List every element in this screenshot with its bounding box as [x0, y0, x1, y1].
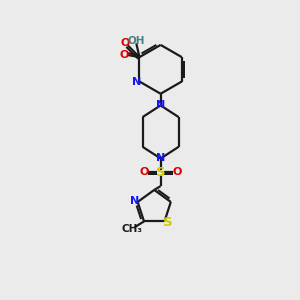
Text: OH: OH	[128, 36, 145, 46]
Text: O: O	[120, 50, 129, 60]
Text: N: N	[156, 154, 165, 164]
Text: S: S	[156, 166, 165, 179]
Text: O: O	[121, 38, 130, 48]
Text: O: O	[172, 167, 182, 177]
Text: N: N	[156, 100, 165, 110]
Text: N: N	[132, 76, 142, 86]
Text: S: S	[164, 216, 173, 229]
Text: CH₃: CH₃	[122, 224, 143, 235]
Text: O: O	[140, 167, 149, 177]
Text: N: N	[130, 196, 139, 206]
